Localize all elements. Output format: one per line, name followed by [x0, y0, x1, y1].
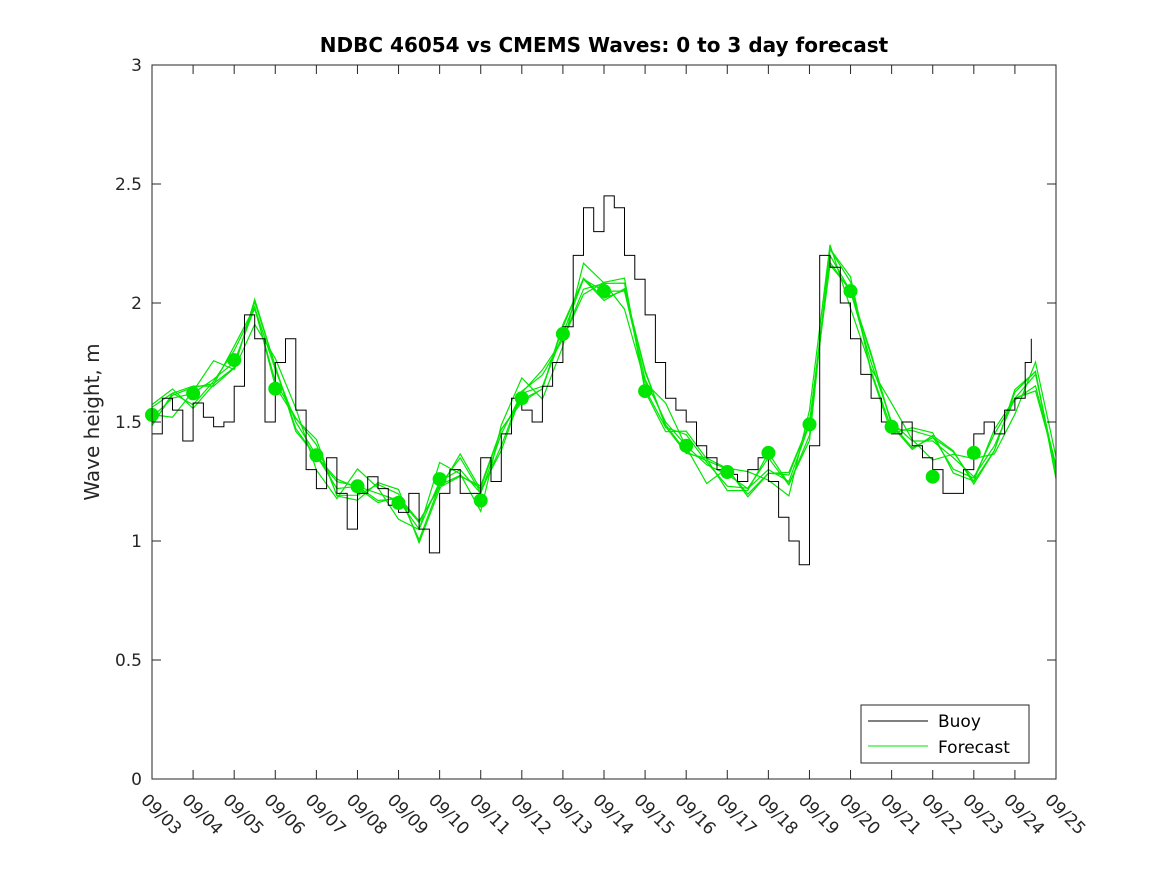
forecast-marker [268, 381, 283, 396]
x-tick-label: 09/04 [178, 790, 227, 839]
y-tick-label: 3 [131, 56, 142, 76]
forecast-marker [720, 465, 735, 479]
plot-background [152, 65, 1056, 779]
forecast-marker [638, 384, 653, 399]
forecast-marker [227, 353, 242, 368]
forecast-marker [843, 284, 858, 299]
forecast-marker [884, 419, 899, 434]
x-tick-label: 09/25 [1040, 790, 1089, 839]
y-tick-label: 2 [131, 294, 142, 314]
x-tick-label: 09/22 [917, 790, 966, 839]
forecast-marker [432, 472, 447, 487]
forecast-marker [925, 469, 940, 484]
forecast-series-line-6 [151, 260, 1057, 524]
forecast-series-line-3 [151, 263, 1057, 522]
y-axis-label: Wave height, m [80, 343, 104, 500]
x-tick-label: 09/20 [835, 790, 884, 839]
plot-area [152, 65, 1056, 779]
x-tick-label: 09/15 [630, 790, 679, 839]
x-tick-label: 09/19 [794, 790, 843, 839]
x-tick-label: 09/11 [465, 790, 514, 839]
x-tick-label: 09/16 [671, 790, 720, 839]
forecast-marker [186, 386, 201, 401]
forecast-marker [555, 326, 570, 341]
x-tick-label: 09/17 [712, 790, 761, 839]
x-tick-label: 09/09 [383, 790, 432, 839]
x-tick-label: 09/12 [506, 790, 555, 839]
forecast-marker [966, 445, 981, 460]
chart-title: NDBC 46054 vs CMEMS Waves: 0 to 3 day fo… [320, 33, 889, 57]
x-tick-label: 09/08 [342, 790, 391, 839]
x-tick-label: 09/23 [958, 790, 1007, 839]
forecast-marker [761, 445, 776, 460]
y-tick-label: 1.5 [115, 413, 142, 433]
y-tick-label: 0.5 [115, 651, 142, 671]
x-tick-label: 09/18 [753, 790, 802, 839]
legend-box [860, 704, 1030, 764]
forecast-marker [391, 495, 406, 510]
legend-buoy-label: Buoy [938, 712, 981, 732]
x-tick-label: 09/13 [547, 790, 596, 839]
forecast-series-line-4 [151, 244, 1057, 531]
forecast-marker [309, 448, 324, 463]
x-tick-label: 09/05 [219, 790, 268, 839]
legend: Buoy Forecast [860, 704, 1030, 764]
x-tick-label: 09/24 [999, 790, 1048, 839]
y-tick-label: 1 [131, 532, 142, 552]
forecast-marker [350, 479, 365, 494]
x-tick-label: 09/21 [876, 790, 925, 839]
forecast-series-line-5 [151, 247, 1057, 545]
x-tick-label: 09/03 [136, 790, 185, 839]
forecast-marker [514, 391, 529, 406]
series-layer [145, 195, 1057, 566]
y-tick-label: 0 [131, 770, 142, 790]
x-tick-label: 09/10 [424, 790, 473, 839]
y-tick-label: 2.5 [115, 175, 142, 195]
x-tick-label: 09/14 [588, 790, 637, 839]
x-tick-label: 09/06 [260, 790, 309, 839]
forecast-marker [679, 438, 694, 453]
forecast-marker [597, 284, 611, 299]
forecast-marker [473, 493, 488, 508]
forecast-marker [802, 417, 817, 432]
legend-forecast-label: Forecast [938, 738, 1010, 758]
x-tick-label: 09/07 [301, 790, 350, 839]
